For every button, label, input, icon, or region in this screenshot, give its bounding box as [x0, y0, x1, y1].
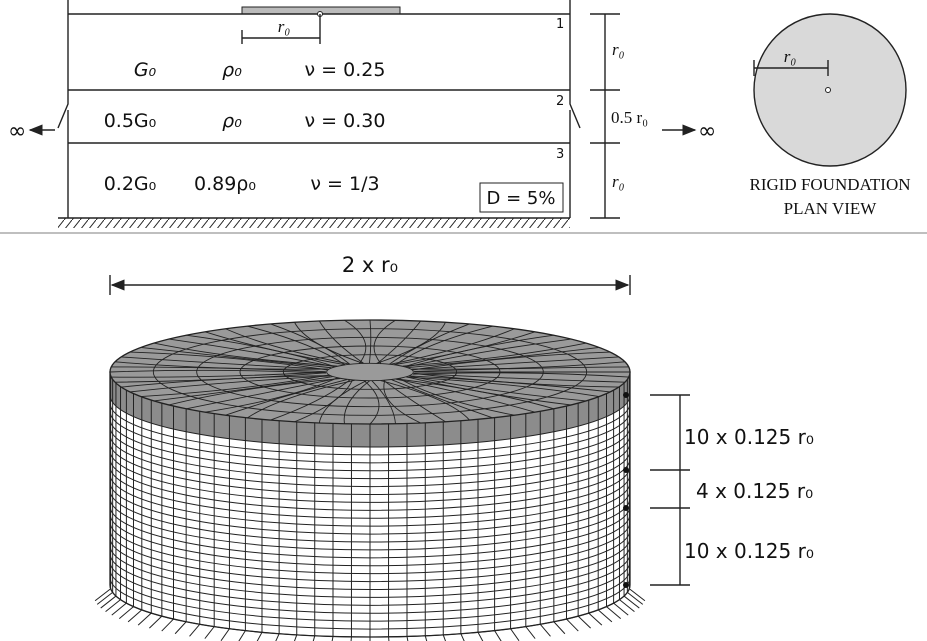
shear-modulus: 0.5G₀	[104, 110, 157, 132]
mesh-spike	[149, 616, 161, 628]
mesh-spike	[578, 616, 590, 628]
layer-label: 4 x 0.125 r₀	[696, 479, 813, 503]
poisson-ratio: ν = 1/3	[310, 173, 379, 195]
layer-number: 3	[556, 147, 564, 162]
node-dot	[623, 392, 629, 398]
mesh-spike	[205, 627, 214, 639]
poisson-ratio: ν = 0.25	[305, 59, 386, 81]
mesh-spike	[190, 624, 200, 636]
mesh: 2 x r₀ 10 x 0.125 r₀ 4 x 0.125 r₀ 10 x 0…	[95, 253, 814, 641]
mesh-spike	[461, 634, 466, 641]
mesh-spike	[589, 613, 602, 625]
caption: PLAN VIEW	[784, 199, 878, 218]
thickness-label: 0.5 r₀	[611, 108, 648, 127]
mesh-spike	[331, 636, 333, 641]
layer-label: 10 x 0.125 r₀	[684, 539, 814, 563]
soil-profile: r₀ 1 2 3 G₀ ρ₀ ν = 0.25 0.5G₀ ρ₀ ν = 0.3…	[8, 0, 716, 228]
mesh-spike	[221, 629, 229, 641]
mesh-spike	[627, 592, 642, 604]
left-boundary	[58, 0, 68, 218]
plan-view: r₀ RIGID FOUNDATION PLAN VIEW	[749, 14, 910, 218]
figure: r₀ 1 2 3 G₀ ρ₀ ν = 0.25 0.5G₀ ρ₀ ν = 0.3…	[0, 0, 927, 641]
mesh-spike	[138, 613, 151, 625]
mesh-spike	[629, 589, 645, 601]
node-dot	[623, 582, 629, 588]
density: 0.89ρ₀	[194, 173, 256, 195]
mesh-spike	[274, 634, 279, 641]
shear-modulus: G₀	[134, 59, 157, 81]
mesh-spike	[311, 636, 314, 641]
radius-label: r₀	[278, 17, 291, 36]
poisson-ratio: ν = 0.30	[305, 110, 386, 132]
mesh-spike	[443, 635, 447, 641]
infinity: ∞	[698, 119, 716, 144]
mesh-spike	[175, 622, 186, 634]
radius-label: r₀	[784, 47, 797, 66]
node-dot	[623, 505, 629, 511]
mesh-spike	[607, 607, 621, 619]
bedrock-hatch	[58, 218, 570, 228]
node-dot	[623, 467, 629, 473]
infinity: ∞	[8, 119, 26, 144]
mesh-spike	[478, 632, 484, 641]
right-boundary	[570, 0, 580, 218]
mesh-spike	[495, 631, 502, 641]
mesh-spike	[526, 627, 535, 639]
mesh-spike	[554, 622, 565, 634]
mesh-spike	[97, 592, 112, 604]
mesh-spike	[119, 607, 133, 619]
mesh-spike	[95, 589, 111, 601]
mesh-spike	[162, 619, 174, 631]
damping: D = 5%	[487, 188, 556, 209]
mesh-spike	[624, 596, 639, 608]
density: ρ₀	[222, 110, 242, 132]
mesh-spike	[128, 610, 142, 622]
mesh-spike	[511, 629, 519, 641]
caption: RIGID FOUNDATION	[749, 175, 910, 194]
mesh-spike	[256, 632, 262, 641]
thickness-label: r₀	[612, 172, 625, 191]
mesh-spike	[407, 636, 409, 641]
center-point	[826, 88, 831, 93]
layer-number: 2	[556, 94, 564, 109]
mesh-spike	[101, 596, 116, 608]
mesh-spike	[540, 624, 550, 636]
shear-modulus: 0.2G₀	[104, 173, 157, 195]
mesh-spike	[425, 636, 428, 641]
layer-number: 1	[556, 17, 564, 32]
mesh-spike	[238, 631, 245, 641]
mesh-spike	[566, 619, 578, 631]
layer-label: 10 x 0.125 r₀	[684, 425, 814, 449]
density: ρ₀	[222, 59, 242, 81]
thickness-label: r₀	[612, 40, 625, 59]
mesh-spike	[292, 635, 296, 641]
diameter-label: 2 x r₀	[342, 253, 398, 277]
mesh-spike	[598, 610, 612, 622]
